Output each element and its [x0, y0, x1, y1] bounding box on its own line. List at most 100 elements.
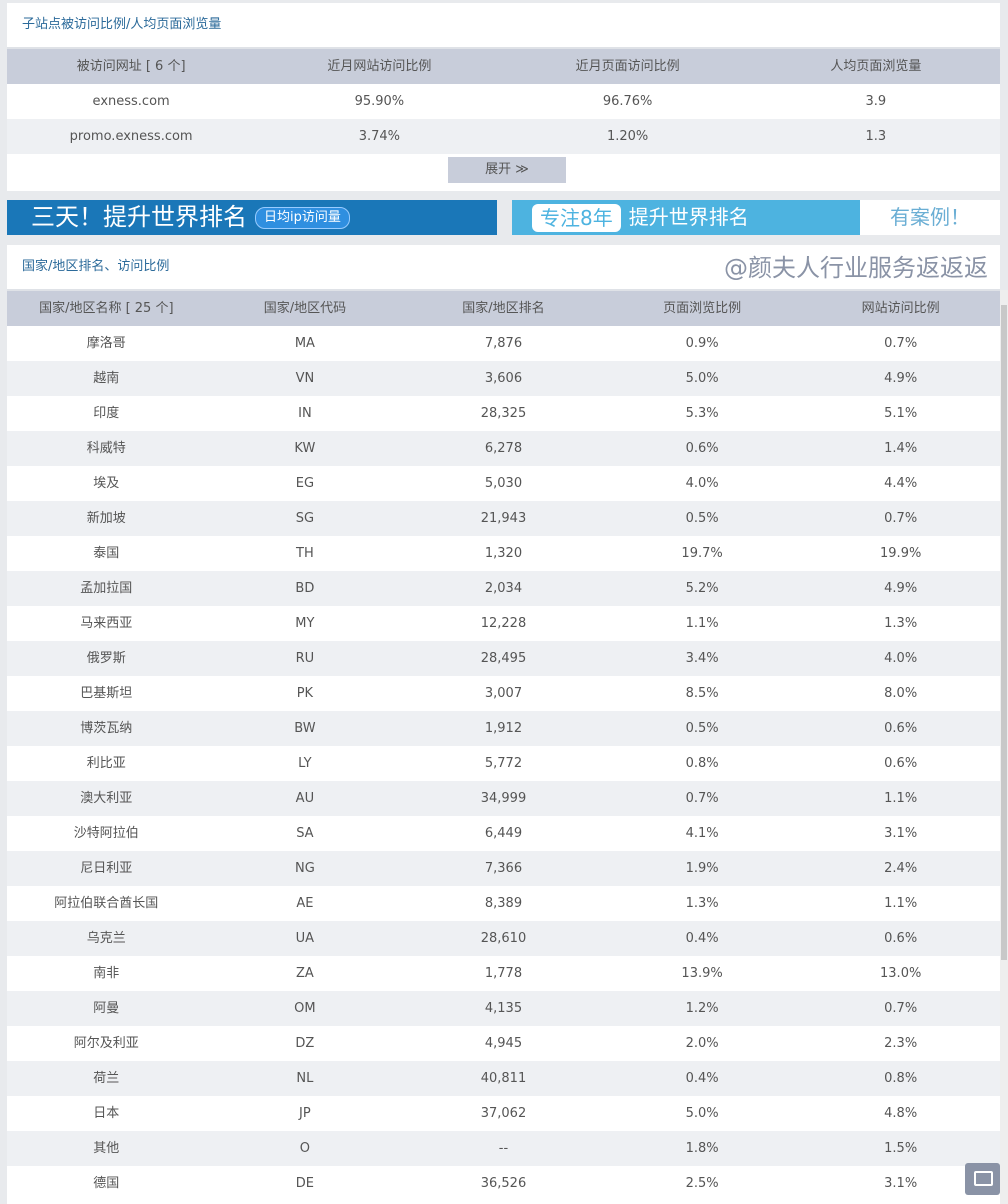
- table-row: 马来西亚 MY 12,228 1.1% 1.3%: [7, 606, 1000, 641]
- table-row: 巴基斯坦 PK 3,007 8.5% 8.0%: [7, 676, 1000, 711]
- table-cell: 40,811: [480, 1071, 527, 1086]
- ad-banner-left[interactable]: 三天！提升世界排名 日均ip访问量: [7, 200, 497, 235]
- column-header[interactable]: 国家/地区名称 [ 25 个]: [39, 301, 174, 316]
- table-row: exness.com 95.90% 96.76% 3.9: [7, 84, 1000, 119]
- table-cell: 4.9%: [884, 581, 918, 596]
- table-cell: 2,034: [484, 581, 523, 596]
- table-cell: SA: [296, 826, 314, 841]
- table-cell: JP: [299, 1106, 311, 1121]
- table-cell: PK: [296, 686, 314, 701]
- table-cell: 0.8%: [884, 1071, 918, 1086]
- column-header[interactable]: 网站访问比例: [861, 301, 940, 316]
- table-cell: 俄罗斯: [86, 651, 126, 666]
- scrollbar-thumb[interactable]: [1001, 305, 1007, 960]
- table-cell: ZA: [295, 966, 314, 981]
- table-cell: 0.6%: [884, 721, 918, 736]
- table-row: 日本 JP 37,062 5.0% 4.8%: [7, 1096, 1000, 1131]
- table-cell: 其他: [93, 1141, 120, 1156]
- table-cell: 1.9%: [685, 861, 719, 876]
- table-cell: 5.0%: [685, 371, 719, 386]
- table-cell: 1.3: [865, 129, 887, 144]
- table-cell: 1,912: [484, 721, 523, 736]
- table-cell: MY: [295, 616, 315, 631]
- ad-banner-right[interactable]: 专注8年 提升世界排名 有案例！: [512, 200, 1000, 235]
- banner-right-tail: 有案例！: [860, 200, 1000, 235]
- column-header[interactable]: 被访问网址 [ 6 个]: [76, 59, 186, 74]
- table-cell: TH: [296, 546, 314, 561]
- table-cell: 36,526: [480, 1176, 527, 1191]
- table-cell: 阿曼: [93, 1001, 120, 1016]
- table-cell: 12,228: [480, 616, 527, 631]
- table-cell: 4.1%: [685, 826, 719, 841]
- table-cell: 沙特阿拉伯: [73, 826, 139, 841]
- table-row: 俄罗斯 RU 28,495 3.4% 4.0%: [7, 641, 1000, 676]
- table-cell: 3.74%: [358, 129, 401, 144]
- table-cell: 1.2%: [685, 1001, 719, 1016]
- table-cell: 巴基斯坦: [80, 686, 133, 701]
- table-row: 印度 IN 28,325 5.3% 5.1%: [7, 396, 1000, 431]
- column-header[interactable]: 国家/地区排名: [462, 301, 545, 316]
- table-cell: 34,999: [480, 791, 527, 806]
- column-header[interactable]: 国家/地区代码: [263, 301, 347, 316]
- table-cell: 5.0%: [685, 1106, 719, 1121]
- watermark: @颜夫人行业服务返返返: [724, 254, 988, 282]
- table-cell: 3.1%: [884, 826, 918, 841]
- table-cell: 利比亚: [86, 756, 126, 771]
- table-cell: 德国: [93, 1176, 120, 1191]
- table-cell: 1,778: [484, 966, 523, 981]
- table-row: 尼日利亚 NG 7,366 1.9% 2.4%: [7, 851, 1000, 886]
- table-cell: 4.0%: [685, 476, 719, 491]
- table-cell: 乌克兰: [86, 931, 126, 946]
- table-cell: BW: [294, 721, 316, 736]
- table-cell: 摩洛哥: [86, 336, 126, 351]
- comment-icon[interactable]: [965, 1163, 1000, 1195]
- table-cell: 孟加拉国: [80, 581, 133, 596]
- table-row: 越南 VN 3,606 5.0% 4.9%: [7, 361, 1000, 396]
- table-cell: NG: [294, 861, 315, 876]
- table-cell: 2.5%: [685, 1176, 719, 1191]
- table-cell: 6,278: [484, 441, 523, 456]
- table-cell: 博茨瓦纳: [80, 721, 133, 736]
- table-cell: LY: [298, 756, 312, 771]
- table-row: 南非 ZA 1,778 13.9% 13.0%: [7, 956, 1000, 991]
- table-cell: 28,610: [480, 931, 527, 946]
- column-header[interactable]: 近月网站访问比例: [327, 59, 432, 74]
- table-cell: 1.1%: [685, 616, 719, 631]
- banner-right-badge: 专注8年: [532, 203, 621, 232]
- table-cell: EG: [295, 476, 315, 491]
- column-header[interactable]: 近月页面访问比例: [575, 59, 680, 74]
- table-cell: 泰国: [93, 546, 120, 561]
- subsite-table: 被访问网址 [ 6 个] 近月网站访问比例 近月页面访问比例 人均页面浏览量 exnes…: [7, 49, 1000, 154]
- subsite-title: 子站点被访问比例/人均页面浏览量: [7, 3, 1000, 49]
- table-cell: exness.com: [92, 94, 170, 109]
- table-cell: 澳大利亚: [80, 791, 133, 806]
- table-row: 阿拉伯联合酋长国 AE 8,389 1.3% 1.1%: [7, 886, 1000, 921]
- column-header[interactable]: 页面浏览比例: [663, 301, 742, 316]
- table-cell: 5.2%: [685, 581, 719, 596]
- table-cell: 0.6%: [884, 931, 918, 946]
- table-cell: 3,007: [484, 686, 523, 701]
- table-cell: 2.3%: [884, 1036, 918, 1051]
- expand-button[interactable]: 展开 ≫: [448, 157, 566, 183]
- table-cell: BD: [295, 581, 315, 596]
- table-row: 沙特阿拉伯 SA 6,449 4.1% 3.1%: [7, 816, 1000, 851]
- table-row: 埃及 EG 5,030 4.0% 4.4%: [7, 466, 1000, 501]
- table-cell: 0.8%: [685, 756, 719, 771]
- column-header[interactable]: 人均页面浏览量: [830, 59, 922, 74]
- country-panel: 国家/地区排名、访问比例 国家/地区名称 [ 25 个] 国家/地区代码 国家/地区…: [7, 245, 1000, 1204]
- table-cell: 6,449: [484, 826, 523, 841]
- table-cell: 0.7%: [685, 791, 719, 806]
- table-cell: 0.7%: [884, 1001, 918, 1016]
- table-cell: 0.5%: [685, 721, 719, 736]
- table-header: 国家/地区名称 [ 25 个] 国家/地区代码 国家/地区排名 页面浏览比例 网站访问比…: [7, 291, 1000, 326]
- table-cell: UA: [295, 931, 315, 946]
- table-row: 乌克兰 UA 28,610 0.4% 0.6%: [7, 921, 1000, 956]
- table-row: 德国 DE 36,526 2.5% 3.1%: [7, 1166, 1000, 1201]
- table-cell: 13.9%: [681, 966, 723, 981]
- table-row: 科威特 KW 6,278 0.6% 1.4%: [7, 431, 1000, 466]
- table-cell: 0.6%: [685, 441, 719, 456]
- table-cell: 28,325: [480, 406, 527, 421]
- table-row: 荷兰 NL 40,811 0.4% 0.8%: [7, 1061, 1000, 1096]
- table-row: 其他 O -- 1.8% 1.5%: [7, 1131, 1000, 1166]
- table-cell: 印度: [93, 406, 120, 421]
